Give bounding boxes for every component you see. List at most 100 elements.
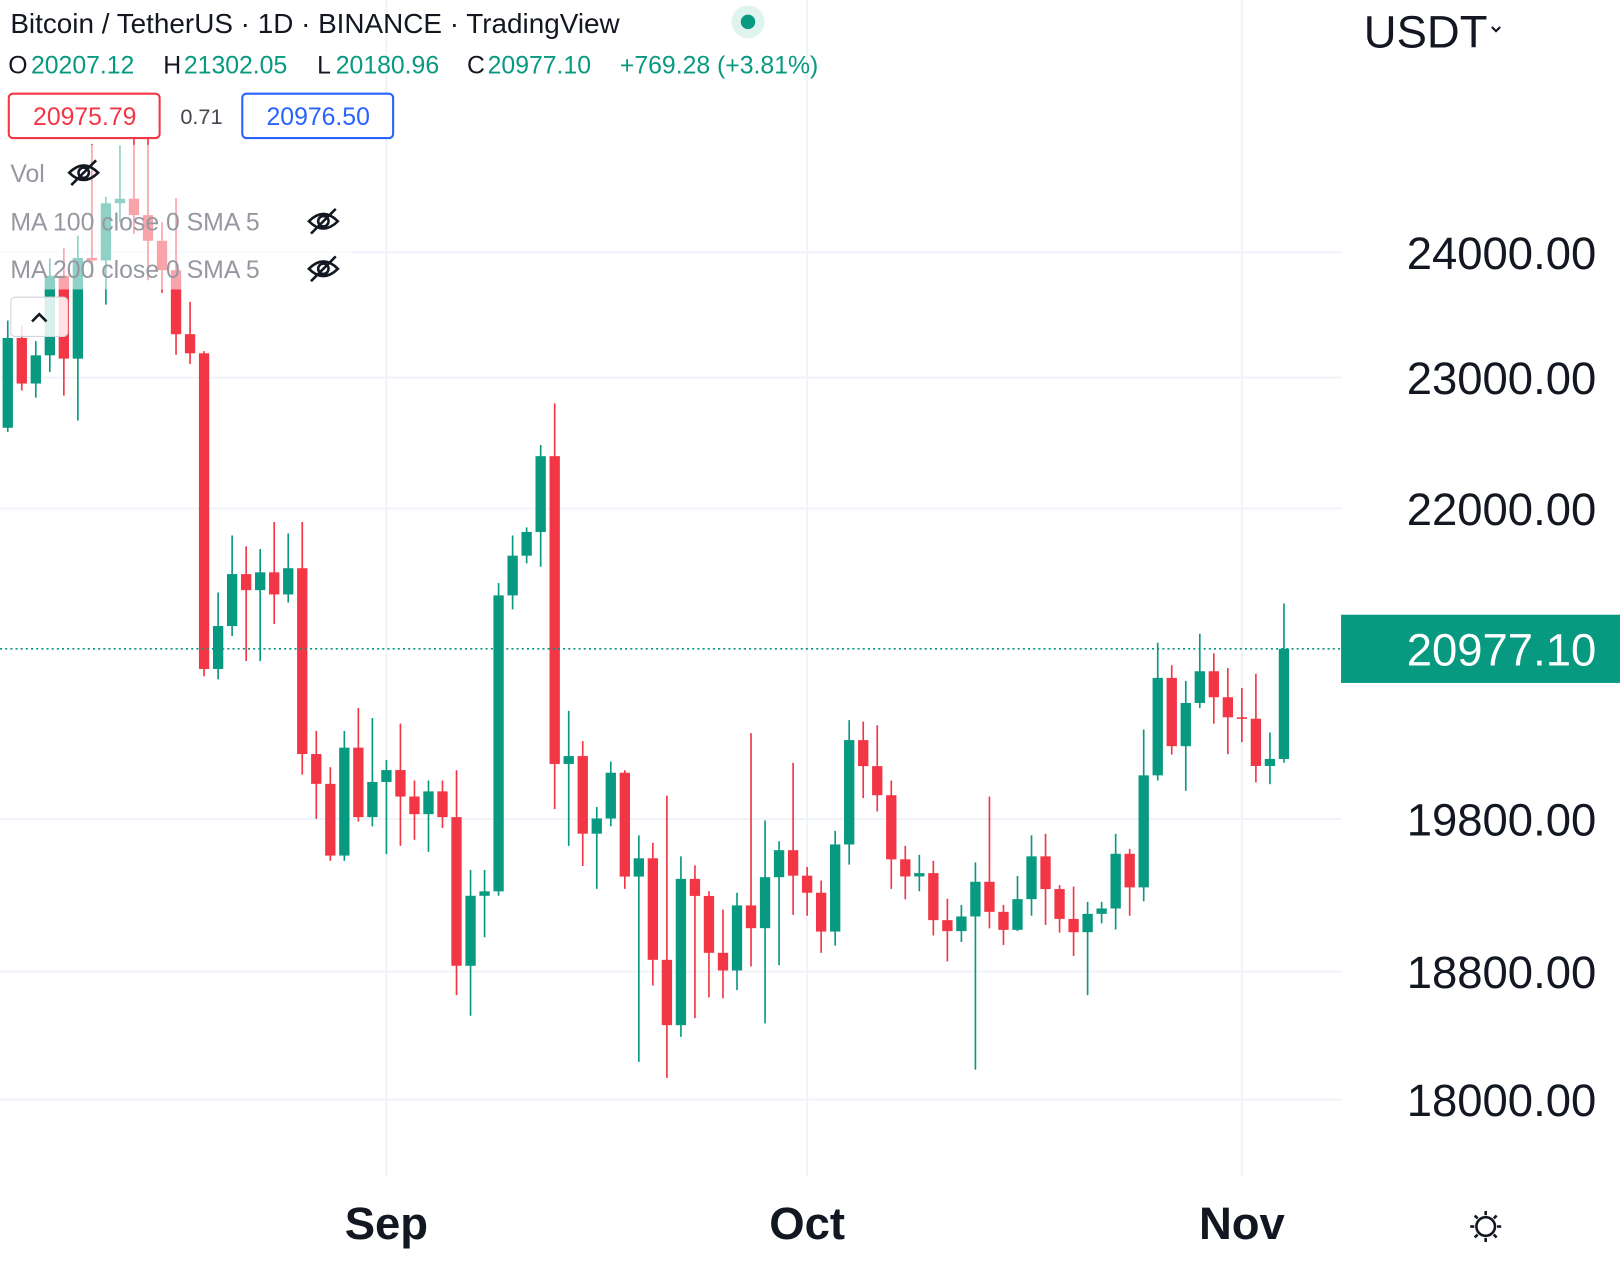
candle-body — [1208, 671, 1219, 698]
candle-body — [563, 756, 574, 764]
symbol-title[interactable]: Bitcoin / TetherUS · 1D · BINANCE · Trad… — [10, 8, 620, 39]
candle-body — [1166, 677, 1177, 747]
ohlc-value: 21302.05 — [184, 53, 287, 80]
candle-body — [184, 334, 196, 354]
legend-backdrop — [0, 144, 352, 290]
candle-body — [717, 952, 729, 971]
ohlc-label: H — [163, 53, 181, 80]
candle-body — [633, 858, 645, 877]
candle-body — [549, 456, 560, 764]
candle-body — [465, 895, 476, 966]
y-tick-label: 24000.00 — [1407, 228, 1597, 279]
candle-body — [759, 877, 771, 929]
candle-body — [325, 783, 336, 856]
ask-box[interactable] — [241, 92, 395, 140]
candle-body — [1250, 718, 1262, 766]
candle-body — [1264, 758, 1276, 766]
candle-body — [269, 572, 280, 595]
candle-body — [1152, 677, 1163, 776]
candle-body — [521, 531, 532, 556]
y-tick-label: 23000.00 — [1407, 353, 1597, 404]
candle-body — [198, 353, 210, 669]
candle-body — [1068, 918, 1079, 933]
candle-body — [1236, 717, 1248, 719]
candle-body — [745, 905, 757, 929]
candle-body — [928, 873, 939, 921]
candle-body — [1110, 853, 1121, 909]
ohlc-label: C — [467, 53, 485, 80]
candle-body — [437, 791, 448, 818]
candle-body — [451, 817, 462, 966]
candle-body — [1138, 775, 1149, 888]
legend: Bitcoin / TetherUS · 1D · BINANCE · Trad… — [0, 5, 818, 337]
status-dot — [740, 14, 756, 30]
candle-body — [535, 456, 546, 532]
candle-body — [1082, 913, 1093, 933]
candle-body — [240, 574, 252, 591]
candle-body — [353, 747, 364, 818]
eye-off-icon[interactable] — [307, 255, 340, 283]
candle-body — [16, 337, 27, 384]
candle-body — [339, 747, 350, 856]
candle-body — [675, 878, 687, 1026]
candle-body — [367, 781, 378, 818]
candle-body — [1026, 856, 1037, 900]
candle-body — [170, 270, 182, 335]
candle-body — [815, 892, 827, 932]
indicator-name[interactable]: MA 200 close 0 SMA 5 — [10, 257, 259, 284]
price-change: +769.28 (+3.81%) — [620, 53, 818, 80]
candle-body — [886, 795, 897, 860]
candle-body — [409, 796, 420, 815]
indicator-name[interactable]: Vol — [10, 161, 44, 188]
chevron-icon — [31, 312, 48, 323]
candle-body — [423, 791, 434, 815]
eye-off-icon[interactable] — [307, 207, 340, 235]
candle-body — [844, 740, 855, 845]
candle-body — [1180, 702, 1191, 747]
candle-body — [914, 873, 925, 877]
x-tick-label: Sep — [345, 1198, 428, 1249]
candle-body — [30, 355, 41, 384]
eye-off-icon[interactable] — [67, 159, 100, 187]
candle-body — [479, 891, 490, 896]
candle-body — [493, 595, 504, 892]
candle-body — [801, 875, 813, 893]
candle-body — [858, 740, 869, 767]
candle-body — [1054, 889, 1065, 919]
ohlc-label: L — [317, 53, 331, 80]
candle-body — [900, 859, 911, 877]
candle-body — [297, 568, 308, 755]
collapse-button[interactable] — [10, 296, 69, 337]
y-tick-label: 22000.00 — [1407, 484, 1597, 535]
candle-body — [689, 878, 701, 896]
ohlc-value: 20207.12 — [31, 53, 134, 80]
ohlc-label: O — [8, 53, 27, 80]
ohlc-value: 20180.96 — [336, 53, 439, 80]
candle-body — [970, 881, 981, 917]
x-tick-label: Nov — [1199, 1198, 1286, 1249]
currency-caret — [1491, 26, 1501, 33]
candle-body — [731, 905, 743, 971]
candle-body — [226, 574, 238, 627]
candle-body — [956, 916, 967, 932]
currency[interactable]: USDT — [1364, 7, 1488, 58]
candle-body — [647, 858, 659, 960]
candle-body — [787, 850, 799, 876]
candle-body — [507, 555, 518, 596]
settings-icon[interactable] — [1470, 1211, 1502, 1243]
candle-body — [1124, 853, 1135, 888]
ask-price: 20976.50 — [267, 104, 370, 131]
candle-body — [1096, 908, 1107, 914]
indicator-name[interactable]: MA 100 close 0 SMA 5 — [10, 210, 259, 237]
candle-body — [1278, 648, 1290, 759]
candle-body — [1012, 899, 1023, 930]
candle-body — [381, 770, 392, 782]
candle-body — [1222, 697, 1234, 718]
candle-body — [703, 895, 715, 953]
candle-body — [872, 766, 883, 796]
x-tick-label: Oct — [769, 1198, 845, 1249]
y-tick-label: 18800.00 — [1407, 947, 1597, 998]
candle-body — [773, 850, 785, 878]
ohlc-value: 20977.10 — [488, 53, 591, 80]
bid-box[interactable] — [7, 92, 161, 140]
